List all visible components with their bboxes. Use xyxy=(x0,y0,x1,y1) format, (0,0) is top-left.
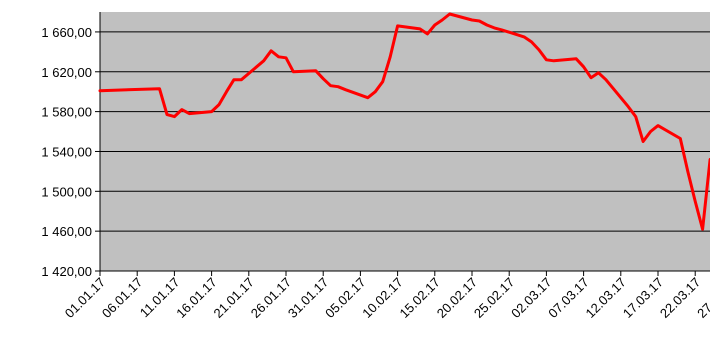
y-tick-label: 1 460,00 xyxy=(41,224,92,239)
x-tick-label: 12.03.17 xyxy=(583,275,629,321)
x-tick-label: 10.02.17 xyxy=(359,275,405,321)
x-tick-label: 16.01.17 xyxy=(173,275,219,321)
y-tick-label: 1 580,00 xyxy=(41,105,92,120)
y-tick-label: 1 420,00 xyxy=(41,264,92,279)
y-tick-label: 1 500,00 xyxy=(41,184,92,199)
x-tick-label: 22.03.17 xyxy=(657,275,703,321)
x-tick-label: 06.01.17 xyxy=(99,275,145,321)
plot-area xyxy=(100,12,710,271)
x-tick-label: 01.01.17 xyxy=(62,275,108,321)
y-tick-label: 1 620,00 xyxy=(41,65,92,80)
x-tick-label: 20.02.17 xyxy=(434,275,480,321)
x-tick-label: 02.03.17 xyxy=(508,275,554,321)
x-tick-label: 05.02.17 xyxy=(322,275,368,321)
y-axis: 1 420,00 1 460,00 1 500,00 1 540,00 1 580,00… xyxy=(41,12,101,279)
x-tick-label: 25.02.17 xyxy=(471,275,517,321)
x-tick-label: 26.01.17 xyxy=(248,275,294,321)
x-tick-label: 15.02.17 xyxy=(397,275,443,321)
x-axis: 01.01.1706.01.1711.01.1716.01.1721.01.17… xyxy=(62,270,710,321)
x-tick-label: 07.03.17 xyxy=(545,275,591,321)
y-tick-label: 1 660,00 xyxy=(41,25,92,40)
series-layer xyxy=(98,12,710,231)
x-tick-label: 21.01.17 xyxy=(211,275,257,321)
x-tick-label: 17.03.17 xyxy=(620,275,666,321)
y-tick-label: 1 540,00 xyxy=(41,144,92,159)
series-line xyxy=(98,12,710,231)
x-tick-label: 31.01.17 xyxy=(285,275,331,321)
